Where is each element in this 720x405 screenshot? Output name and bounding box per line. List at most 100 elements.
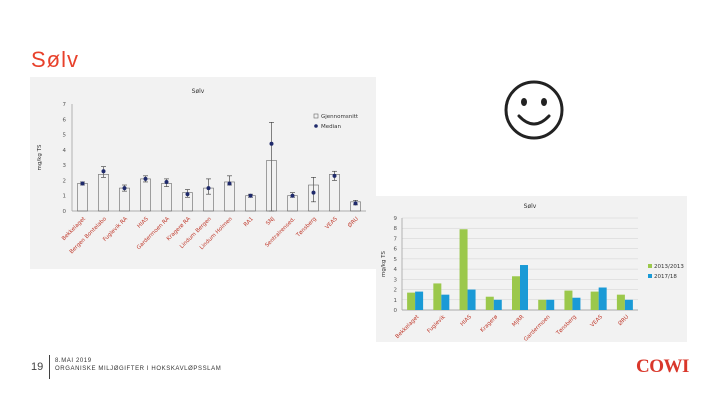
bar-series-1 xyxy=(512,276,520,310)
smiley-face-icon xyxy=(504,80,564,140)
x-tick-label: HIAS xyxy=(136,216,150,230)
chart-median-mean: Sølv mg/kg TS 0 1 2 3 4 5 6 7 Bekkelaget Bergen Bon… xyxy=(30,77,376,269)
median-point xyxy=(122,186,127,191)
median-point xyxy=(206,186,211,191)
bar-series-1 xyxy=(590,291,599,310)
x-tick-label: Bergen Bontelabo xyxy=(69,216,109,256)
mean-bar xyxy=(245,195,256,212)
median-point xyxy=(269,141,274,146)
y-tick-label: 1 xyxy=(63,194,67,200)
median-point xyxy=(353,201,358,206)
bar-series-1 xyxy=(485,296,494,310)
x-tick-label: Fuglevik xyxy=(426,314,447,335)
bar-series-1 xyxy=(564,290,573,310)
legend-swatch xyxy=(648,274,652,278)
x-tick-label: Tønsberg xyxy=(555,314,578,337)
x-tick-label: RA1 xyxy=(243,216,255,228)
legend-label-mean: Gjennomsnitt xyxy=(321,114,359,120)
chart-bar-comparison-svg: Sølv mg/kg TS 0 1 2 3 4 5 6 7 8 9 Bekkelaget Fuglevik… xyxy=(381,203,684,343)
mean-bar xyxy=(77,183,88,212)
y-tick-label: 5 xyxy=(394,257,398,263)
median-point xyxy=(248,193,253,198)
mean-bar xyxy=(119,187,130,212)
bar-series-2 xyxy=(493,299,502,310)
bar-series-1 xyxy=(433,283,442,310)
x-tick-label: Tønsberg xyxy=(295,216,318,239)
legend-swatch xyxy=(648,264,652,268)
footer-date: 8.MAI 2019 xyxy=(55,358,92,364)
x-tick-label: Gardermoen xyxy=(523,314,552,342)
bar-series-2 xyxy=(467,289,476,310)
x-tick-label: SNJ xyxy=(265,216,276,227)
y-tick-label: 6 xyxy=(63,117,67,123)
x-tick-label: ØRU xyxy=(346,215,360,229)
footer-text: 8.MAI 2019 ORGANISKE MILJØGIFTER I HOKSK… xyxy=(55,357,221,373)
y-tick-label: 7 xyxy=(394,236,398,242)
median-point xyxy=(80,181,85,186)
y-tick-label: 7 xyxy=(63,102,67,108)
legend-label-median: Median xyxy=(321,124,342,130)
bar-series-2 xyxy=(598,287,607,310)
bar-series-2 xyxy=(572,297,581,310)
y-tick-label: 8 xyxy=(394,226,398,232)
y-tick-label: 4 xyxy=(63,148,67,154)
chart-title: Sølv xyxy=(524,203,537,210)
x-tick-label: VEAS xyxy=(324,216,339,231)
footer-subject: ORGANISKE MILJØGIFTER I HOKSKAVLØPSSLAM xyxy=(55,366,222,372)
y-tick-label: 1 xyxy=(394,298,398,304)
page-number: 19 xyxy=(31,361,44,373)
x-tick-label: Kragerø xyxy=(480,314,500,334)
legend-swatch-mean xyxy=(313,113,319,119)
x-tick-label: HIAS xyxy=(460,314,474,328)
median-point xyxy=(101,169,106,174)
y-tick-label: 2 xyxy=(63,178,67,184)
legend-label: 2013/2013 xyxy=(654,264,684,270)
x-tick-label: MjRR xyxy=(511,314,525,328)
median-point xyxy=(332,173,337,178)
bar-series-2 xyxy=(624,299,633,310)
y-tick-label: 3 xyxy=(63,163,67,169)
y-tick-label: 2 xyxy=(394,288,398,294)
x-tick-label: VEAS xyxy=(590,314,605,329)
mean-bar xyxy=(224,181,235,212)
y-tick-label: 0 xyxy=(63,209,67,215)
median-point xyxy=(185,192,190,197)
mean-bar xyxy=(98,174,109,212)
mean-bar xyxy=(308,184,319,212)
bar-series-1 xyxy=(616,294,625,310)
bar-series-2 xyxy=(415,291,424,310)
chart-bar-comparison: Sølv mg/kg TS 0 1 2 3 4 5 6 7 8 9 Bekkelaget Fuglevik… xyxy=(376,196,687,343)
y-tick-label: 6 xyxy=(394,247,398,253)
legend-label: 2017/18 xyxy=(654,274,677,280)
median-point xyxy=(290,193,295,198)
y-axis-label: mg/kg TS xyxy=(381,251,387,277)
bar-series-2 xyxy=(520,265,528,310)
median-point xyxy=(164,179,169,184)
company-logo: COWI xyxy=(636,356,689,377)
footer-divider xyxy=(49,355,50,379)
mean-bar xyxy=(266,160,277,212)
chart-title: Sølv xyxy=(192,88,205,95)
y-tick-label: 4 xyxy=(394,267,398,273)
bar-series-1 xyxy=(538,299,547,310)
y-axis-label: mg/kg TS xyxy=(37,144,43,170)
x-tick-label: Bekkelaget xyxy=(395,314,422,341)
bar-series-1 xyxy=(459,229,468,310)
median-point xyxy=(311,190,316,195)
x-tick-label: ØRU xyxy=(617,313,631,327)
y-tick-label: 9 xyxy=(394,216,398,222)
mean-bar xyxy=(140,178,151,212)
bar-series-2 xyxy=(546,299,555,310)
y-tick-label: 3 xyxy=(394,277,398,283)
bar-series-2 xyxy=(441,294,450,310)
bar-series-1 xyxy=(407,292,416,310)
median-point xyxy=(143,176,148,181)
mean-bar xyxy=(161,183,172,212)
median-point xyxy=(227,181,232,186)
legend-swatch-median xyxy=(314,124,318,128)
mean-bar xyxy=(287,195,298,212)
y-tick-label: 5 xyxy=(63,133,67,139)
y-tick-label: 0 xyxy=(394,308,398,314)
slide-title: Sølv xyxy=(31,47,79,72)
